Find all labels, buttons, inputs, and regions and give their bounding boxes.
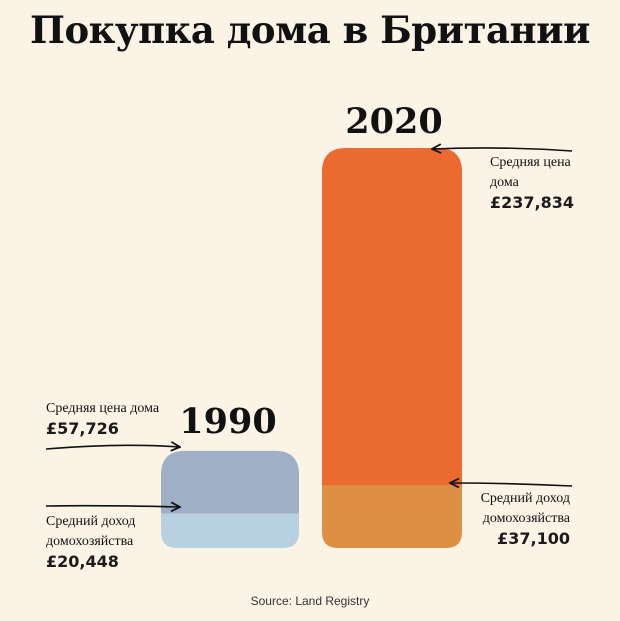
chart-title: Покупка дома в Британии bbox=[30, 8, 590, 52]
label-2020-household-income-line2: домохозяйства bbox=[483, 511, 571, 526]
bar-2020-house-price bbox=[322, 148, 462, 486]
label-2020-house-price-line1: Средняя цена bbox=[490, 155, 572, 170]
bar-1990-house-price bbox=[161, 450, 299, 514]
value-2020-house-price: £237,834 bbox=[490, 193, 574, 212]
source-note: Source: Land Registry bbox=[250, 594, 370, 608]
bar-1990-household-income bbox=[161, 513, 299, 548]
bar-2020-household-income bbox=[322, 485, 462, 548]
arrow-1990-household-income bbox=[45, 506, 180, 507]
arrow-2020-household-income bbox=[450, 483, 573, 486]
label-2020-household-income-line1: Средний доход bbox=[481, 491, 570, 506]
arrow-2020-house-price bbox=[432, 148, 573, 151]
label-1990-household-income-line1: Средний доход bbox=[46, 514, 135, 529]
year-label-1990: 1990 bbox=[179, 401, 276, 442]
value-2020-household-income: £37,100 bbox=[497, 529, 570, 548]
label-1990-household-income-line2: домохозяйства bbox=[46, 534, 134, 549]
label-2020-house-price-line2: дома bbox=[490, 175, 520, 190]
value-1990-house-price: £57,726 bbox=[46, 419, 119, 438]
year-label-2020: 2020 bbox=[345, 101, 442, 142]
arrow-1990-house-price bbox=[45, 445, 180, 449]
value-1990-household-income: £20,448 bbox=[46, 552, 119, 571]
label-1990-house-price: Средняя цена дома bbox=[46, 401, 160, 416]
